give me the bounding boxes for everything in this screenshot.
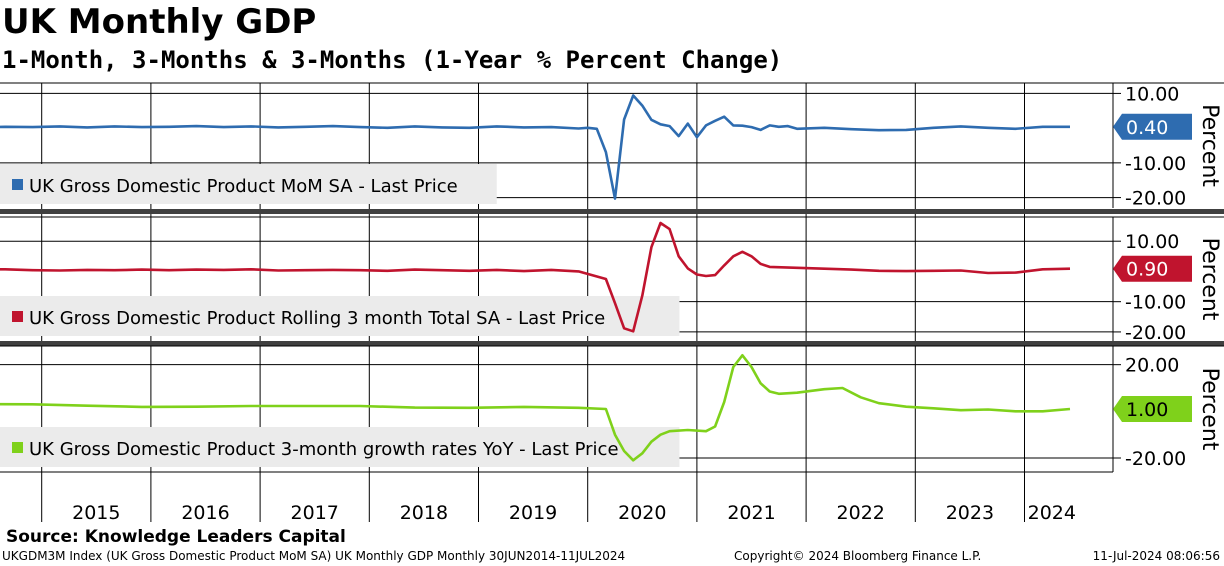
x-tick-label: 2015 (72, 502, 120, 524)
panel-rolling: 10.00 -10.00 -20.00 Percent UK Gross Domesti… (0, 216, 1224, 344)
timestamp-text: 11-Jul-2024 08:06:56 (1092, 549, 1220, 563)
last-value-tag-rolling: 0.90 (1113, 255, 1192, 282)
y-tick-label: 10.00 (1125, 231, 1179, 253)
index-description: UKGDM3M Index (UK Gross Domestic Product… (2, 549, 626, 563)
x-tick-label: 2019 (509, 502, 557, 524)
legend-background (0, 427, 680, 467)
legend-background (0, 164, 497, 204)
y-tick-label: -20.00 (1125, 322, 1186, 344)
legend-mom: UK Gross Domestic Product MoM SA - Last … (0, 164, 497, 204)
legend-background (0, 296, 680, 336)
y-axis-title: Percent (1197, 368, 1222, 451)
last-value-tag-yoy: 1.00 (1113, 396, 1192, 422)
chart-panels: 10.00 -10.00 -20.00 Percent UK Gross Domesti… (0, 82, 1224, 472)
y-axis-title: Percent (1197, 238, 1222, 321)
x-tick-label: 2018 (400, 502, 448, 524)
x-tick-label: 2016 (181, 502, 229, 524)
legend-swatch (12, 311, 23, 322)
x-tick-label: 2022 (837, 502, 885, 524)
series-line-yoy (0, 353, 1071, 462)
y-tick-label: -20.00 (1125, 448, 1186, 470)
panel-separator (0, 341, 1224, 346)
x-tick-label: 2024 (1028, 502, 1076, 524)
panel-separator (0, 209, 1224, 214)
legend-label: UK Gross Domestic Product MoM SA - Last … (29, 176, 458, 197)
legend-yoy: UK Gross Domestic Product 3-month growth… (0, 427, 680, 467)
y-tick-label: -10.00 (1125, 292, 1186, 314)
last-value-label: 0.40 (1126, 117, 1168, 139)
x-tick-label: 2023 (946, 502, 994, 524)
x-tick-label: 2021 (727, 502, 775, 524)
last-value-marker (1113, 255, 1192, 282)
page-title: UK Monthly GDP (2, 2, 317, 42)
series-line-mom (0, 94, 1070, 200)
panel-mom: 10.00 -10.00 -20.00 Percent UK Gross Domesti… (0, 82, 1224, 210)
last-value-label: 1.00 (1126, 399, 1168, 421)
y-tick-label: 20.00 (1125, 355, 1179, 377)
y-axis-title: Percent (1197, 104, 1222, 187)
copyright-text: Copyright© 2024 Bloomberg Finance L.P. (734, 549, 982, 563)
last-value-tag-mom: 0.40 (1113, 113, 1192, 140)
legend-label: UK Gross Domestic Product 3-month growth… (29, 439, 619, 460)
y-tick-label: -10.00 (1125, 153, 1186, 175)
page-subtitle: 1-Month, 3-Months & 3-Months (1-Year % P… (2, 46, 783, 74)
y-tick-label: 10.00 (1125, 83, 1179, 105)
last-value-marker (1113, 396, 1192, 422)
x-tick-label: 2020 (618, 502, 666, 524)
series-line-rolling (0, 221, 1071, 333)
panel-yoy: 20.00 -20.00 Percent UK Gross Domestic Prod… (0, 345, 1224, 472)
y-tick-label: -20.00 (1125, 188, 1186, 210)
x-tick-label: 2017 (291, 502, 339, 524)
last-value-label: 0.90 (1126, 259, 1168, 281)
legend-swatch (12, 442, 23, 453)
last-value-marker (1113, 113, 1192, 140)
legend-label: UK Gross Domestic Product Rolling 3 mont… (29, 308, 605, 329)
source-label: Source: Knowledge Leaders Capital (6, 527, 346, 547)
legend-swatch (12, 179, 23, 190)
x-axis: 2015 2016 2017 2018 2019 2020 2021 2022 2023 2024 (0, 471, 1113, 524)
legend-rolling: UK Gross Domestic Product Rolling 3 mont… (0, 296, 680, 336)
